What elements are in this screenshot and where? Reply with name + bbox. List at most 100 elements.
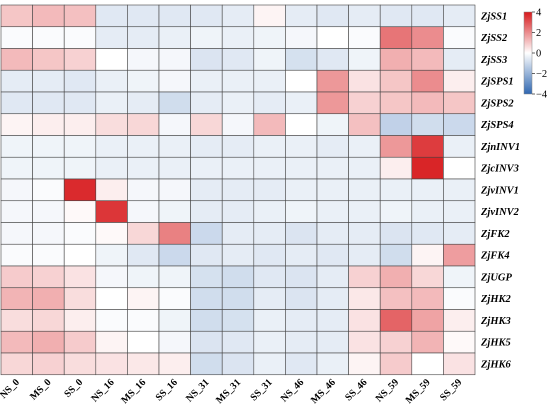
heatmap-cell xyxy=(95,352,128,376)
row-label: ZjSS2 xyxy=(480,33,508,44)
heatmap-cell xyxy=(0,26,33,49)
heatmap-cell xyxy=(63,200,97,223)
column-label: NS_0 xyxy=(0,377,22,401)
heatmap-cell xyxy=(63,69,97,93)
heatmap-cell xyxy=(127,200,160,223)
heatmap-cell xyxy=(316,178,349,202)
column-label: MS_16 xyxy=(119,377,148,406)
heatmap-cell xyxy=(95,178,128,202)
column-label: MS_59 xyxy=(404,377,433,406)
heatmap-cell xyxy=(285,69,318,93)
heatmap-cell xyxy=(316,265,349,289)
heatmap-cell xyxy=(63,178,97,202)
colorbar-tick-label: −2 xyxy=(536,69,547,80)
heatmap-cell xyxy=(253,200,286,223)
heatmap-cell xyxy=(32,91,65,115)
heatmap-cell xyxy=(411,69,444,93)
heatmap-cell xyxy=(348,287,381,310)
heatmap-cell xyxy=(285,265,318,289)
heatmap-cell xyxy=(63,287,97,310)
heatmap-cell xyxy=(379,330,413,354)
heatmap-cell xyxy=(348,330,381,354)
heatmap-cell xyxy=(158,26,191,49)
row-label: ZjHK6 xyxy=(480,359,512,370)
heatmap-cell xyxy=(158,330,191,354)
colorbar-tick-label: 0 xyxy=(536,49,541,60)
heatmap-cell xyxy=(32,222,65,245)
heatmap-cell xyxy=(253,352,286,376)
colorbar-tick-label: 4 xyxy=(536,8,542,19)
heatmap-cell xyxy=(411,91,444,115)
column-label: SS_46 xyxy=(343,377,369,403)
heatmap-cell xyxy=(443,287,476,310)
heatmap-cell xyxy=(411,113,444,136)
heatmap-cell xyxy=(443,265,476,289)
heatmap-cell xyxy=(0,4,33,28)
heatmap-cell xyxy=(63,48,97,71)
heatmap-cell xyxy=(190,156,223,180)
heatmap-cell xyxy=(253,243,286,267)
colorbar-tick-label: −4 xyxy=(536,90,548,101)
heatmap-cell xyxy=(32,243,65,267)
heatmap-cell xyxy=(253,69,286,93)
heatmap-cell xyxy=(221,135,255,158)
heatmap-cell xyxy=(285,330,318,354)
heatmap-cell xyxy=(63,243,97,267)
heatmap-cell xyxy=(221,243,255,267)
row-label: ZjSPS4 xyxy=(480,120,514,131)
heatmap-cell xyxy=(63,113,97,136)
heatmap-cell xyxy=(285,91,318,115)
heatmap-cell xyxy=(443,178,476,202)
heatmap-cell xyxy=(443,69,476,93)
heatmap-cell xyxy=(95,69,128,93)
heatmap-cell xyxy=(127,309,160,332)
heatmap-cell xyxy=(127,265,160,289)
heatmap-cell xyxy=(32,4,65,28)
heatmap-cell xyxy=(411,135,444,158)
heatmap-cell xyxy=(316,309,349,332)
heatmap-cell xyxy=(127,26,160,49)
heatmap-cell xyxy=(443,330,476,354)
heatmap-cell xyxy=(348,69,381,93)
heatmap-cell xyxy=(32,156,65,180)
heatmap-cell xyxy=(95,156,128,180)
heatmap-cell xyxy=(190,309,223,332)
heatmap-cell xyxy=(379,156,413,180)
row-label: ZjvINV1 xyxy=(480,185,519,196)
heatmap-cell xyxy=(316,26,349,49)
heatmap-cell xyxy=(285,26,318,49)
heatmap-cell xyxy=(190,243,223,267)
colorbar: 4 2 0 −2 −4 xyxy=(523,8,548,101)
heatmap-cell xyxy=(379,91,413,115)
heatmap-cell xyxy=(411,178,444,202)
heatmap-cell xyxy=(285,243,318,267)
heatmap-cell xyxy=(158,48,191,71)
heatmap-cell xyxy=(158,135,191,158)
heatmap-cell xyxy=(32,287,65,310)
heatmap-cell xyxy=(221,113,255,136)
column-label: NS_46 xyxy=(279,377,306,404)
heatmap-cell xyxy=(63,352,97,376)
heatmap-cell xyxy=(190,69,223,93)
heatmap-cell xyxy=(32,200,65,223)
heatmap-cell xyxy=(443,352,476,376)
heatmap-cell xyxy=(127,113,160,136)
heatmap-cell xyxy=(285,352,318,376)
heatmap-cell xyxy=(316,200,349,223)
heatmap-cell xyxy=(95,135,128,158)
heatmap-cell xyxy=(190,26,223,49)
column-label: MS_46 xyxy=(309,377,338,406)
heatmap-cell xyxy=(158,309,191,332)
heatmap-cell xyxy=(190,91,223,115)
heatmap-cell xyxy=(285,287,318,310)
heatmap-cell xyxy=(95,222,128,245)
heatmap-cell xyxy=(127,243,160,267)
heatmap-cell xyxy=(348,178,381,202)
heatmap-cell xyxy=(0,222,33,245)
heatmap-cell xyxy=(221,4,255,28)
heatmap-cell xyxy=(443,113,476,136)
heatmap-cell xyxy=(95,309,128,332)
heatmap-cell xyxy=(0,48,33,71)
heatmap-cell xyxy=(379,26,413,49)
heatmap-cell xyxy=(32,48,65,71)
